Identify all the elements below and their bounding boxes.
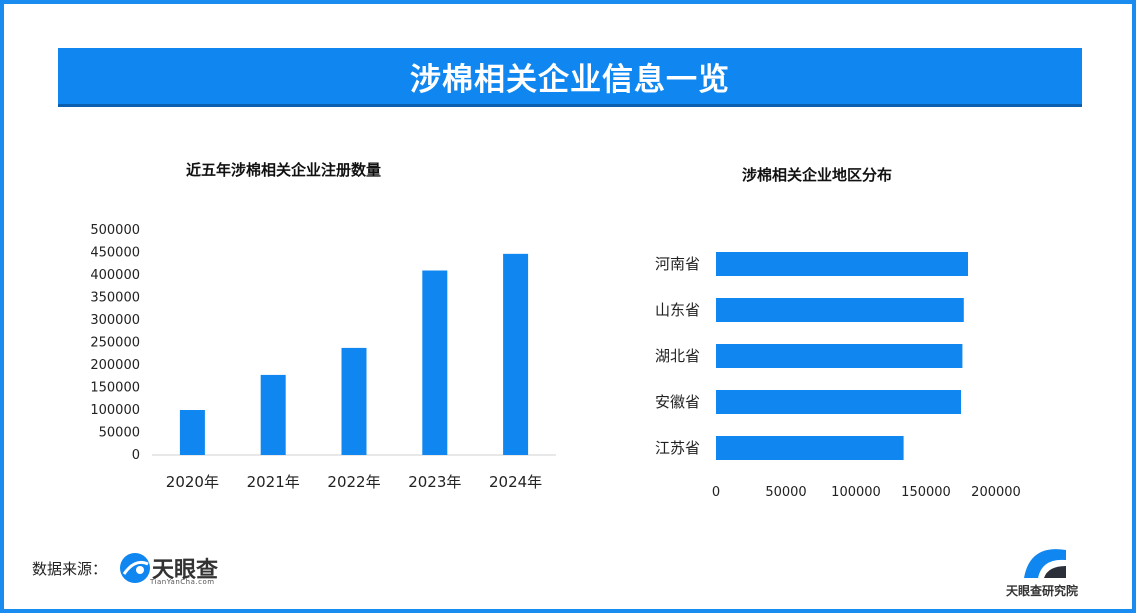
title-banner: 涉棉相关企业信息一览 (58, 48, 1082, 104)
source-label: 数据来源： (32, 560, 108, 578)
hbar-y-category-label: 河南省 (655, 255, 700, 273)
hbar (716, 252, 968, 276)
hbar-y-category-label: 湖北省 (655, 347, 700, 365)
source-logo-name: 天眼查 (152, 558, 219, 583)
hbar-x-tick-label: 100000 (831, 485, 881, 500)
bar-chart-title: 近五年涉棉相关企业注册数量 (186, 161, 382, 179)
hbar-x-tick-label: 50000 (765, 485, 806, 500)
bar-x-category-label: 2023年 (408, 473, 461, 491)
bar (422, 270, 448, 455)
brand-logo-icon (1024, 549, 1066, 578)
brand-name: 天眼查研究院 (1006, 584, 1079, 598)
bar-y-tick-label: 100000 (90, 403, 140, 418)
tianyancha-logo-icon (120, 553, 150, 583)
hbar (716, 298, 964, 322)
bar-y-tick-label: 150000 (90, 381, 140, 396)
hbar (716, 436, 904, 460)
source-logo-sub: TianYanCha.com (150, 578, 215, 586)
bar (260, 374, 286, 455)
hbar (716, 344, 963, 368)
bar-y-tick-label: 400000 (90, 268, 140, 283)
bar-y-tick-label: 300000 (90, 313, 140, 328)
hbar-x-tick-label: 150000 (901, 485, 951, 500)
hbar-x-tick-label: 0 (712, 485, 720, 500)
bar-y-tick-label: 500000 (90, 223, 140, 238)
hbar-chart-title: 涉棉相关企业地区分布 (742, 166, 893, 184)
page-title: 涉棉相关企业信息一览 (410, 61, 730, 98)
bar-y-tick-label: 50000 (99, 426, 140, 441)
bar-y-tick-label: 200000 (90, 358, 140, 373)
bar-x-category-label: 2020年 (166, 473, 219, 491)
bar-x-category-label: 2022年 (327, 473, 380, 491)
bar-y-tick-label: 350000 (90, 291, 140, 306)
hbar-y-category-label: 山东省 (655, 301, 700, 319)
registration-bar-chart: 0 50000 100000 150000 200000 250000 300000 3500… (90, 223, 556, 491)
bar (341, 347, 367, 455)
hbar-y-category-label: 安徽省 (655, 393, 700, 411)
hbar (716, 390, 961, 414)
bar-x-category-label: 2024年 (489, 473, 542, 491)
hbar-x-tick-label: 200000 (971, 485, 1021, 500)
bar-y-tick-label: 250000 (90, 336, 140, 351)
bar-y-tick-label: 450000 (90, 246, 140, 261)
bar-y-tick-label: 0 (132, 448, 140, 463)
bar (503, 253, 529, 455)
bar (179, 410, 205, 455)
hbar-y-category-label: 江苏省 (655, 439, 700, 457)
bar-x-category-label: 2021年 (247, 473, 300, 491)
